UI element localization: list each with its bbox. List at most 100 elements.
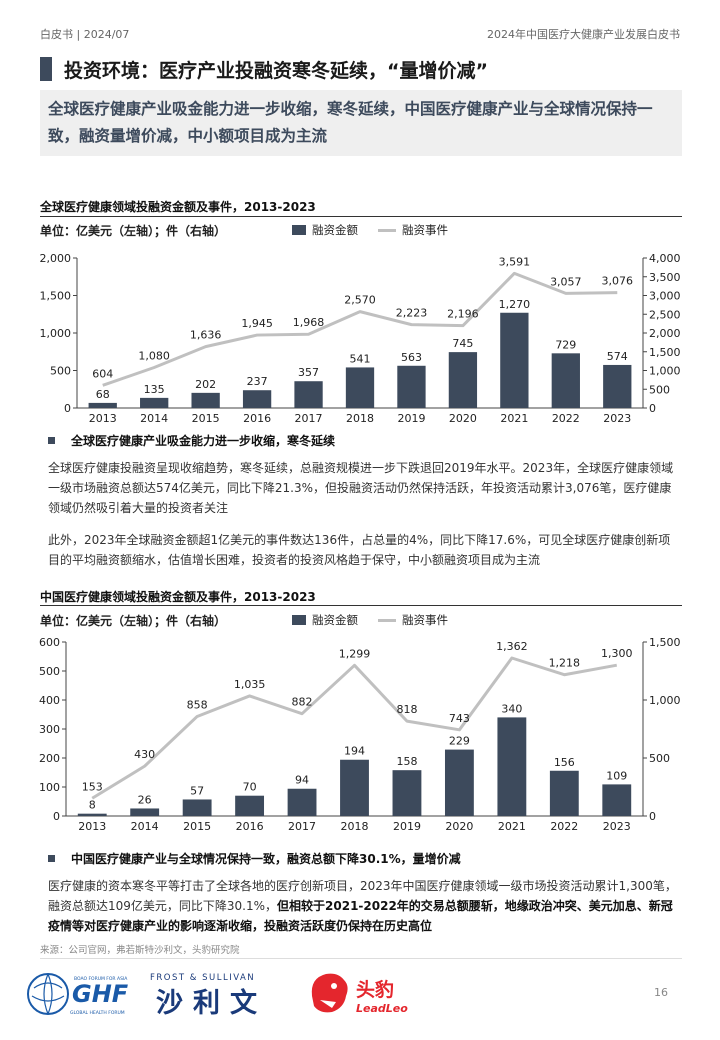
right-tick-label: 500	[649, 383, 670, 396]
x-tick-label: 2020	[445, 820, 473, 833]
x-tick-label: 2019	[397, 412, 425, 425]
right-tick-label: 3,500	[649, 271, 681, 284]
right-tick-label: 1,500	[649, 636, 681, 649]
x-tick-label: 2014	[140, 412, 168, 425]
header-left: 白皮书 | 2024/07	[40, 28, 130, 41]
line-value-label: 1,968	[293, 316, 325, 329]
right-tick-label: 1,000	[649, 365, 681, 378]
x-tick-label: 2019	[393, 820, 421, 833]
line-value-label: 430	[134, 748, 155, 761]
bar	[444, 749, 474, 816]
chart2-rule	[40, 605, 682, 606]
title-accent-bar	[40, 57, 52, 81]
bar-value-label: 70	[243, 781, 257, 794]
events-line	[102, 271, 618, 387]
line-value-label: 2,570	[344, 294, 376, 307]
frost-sullivan-logo: FROST & SULLIVAN 沙利文	[150, 973, 267, 1019]
section2-heading: 中国医疗健康产业与全球情况保持一致，融资总额下降30.1%，量增价减	[48, 850, 461, 867]
x-tick-label: 2020	[449, 412, 477, 425]
x-tick-label: 2023	[603, 820, 631, 833]
x-tick-label: 2022	[550, 820, 578, 833]
line-value-label: 3,591	[499, 255, 531, 268]
right-tick-label: 1,500	[649, 346, 681, 359]
legend-line-swatch	[378, 228, 396, 232]
line-value-label: 882	[292, 696, 313, 709]
line-value-label: 743	[449, 712, 470, 725]
x-tick-label: 2018	[341, 820, 369, 833]
events-line	[91, 656, 618, 800]
x-tick-label: 2015	[183, 820, 211, 833]
bar-value-label: 729	[555, 338, 576, 351]
right-tick-label: 2,000	[649, 327, 681, 340]
left-tick-label: 400	[39, 694, 60, 707]
line-value-label: 3,057	[550, 275, 582, 288]
x-tick-label: 2017	[288, 820, 316, 833]
section2-heading-text: 中国医疗健康产业与全球情况保持一致，融资总额下降30.1%，量增价减	[71, 852, 461, 866]
bar-value-label: 94	[295, 774, 309, 787]
line-value-label: 604	[92, 367, 113, 380]
bar-value-label: 68	[96, 388, 110, 401]
legend-line-swatch	[378, 618, 396, 622]
bar	[392, 770, 422, 816]
line-value-label: 858	[187, 698, 208, 711]
line-value-label: 153	[82, 780, 103, 793]
line-value-label: 1,636	[190, 329, 222, 342]
ll-logo-en: LeadLeo	[356, 1002, 408, 1015]
line-value-label: 1,035	[234, 678, 266, 691]
bar-value-label: 541	[350, 352, 371, 365]
right-tick-label: 0	[649, 810, 656, 823]
line-value-label: 1,945	[241, 317, 273, 330]
section2-para-normal: 医疗健康的资本寒冬平等打击了全球各地的医疗创新项目，2023年中国医疗健康领域一…	[48, 879, 677, 913]
line-value-label: 1,362	[496, 640, 528, 653]
section1-para1: 全球医疗健康投融资呈现收缩趋势，寒冬延续，总融资规模进一步下跌退回2019年水平…	[48, 461, 674, 515]
x-tick-label: 2016	[243, 412, 271, 425]
chart2-legend: 融资金额 融资事件	[292, 612, 448, 628]
right-tick-label: 0	[649, 402, 656, 415]
bar	[235, 795, 265, 816]
x-tick-label: 2021	[498, 820, 526, 833]
line-value-label: 1,080	[138, 350, 170, 363]
ghf-logo-small-bottom: GLOBAL HEALTH FORUM	[70, 1010, 125, 1016]
right-tick-label: 500	[649, 752, 670, 765]
bar-value-label: 156	[554, 756, 575, 769]
line-value-label: 2,223	[396, 307, 428, 320]
legend-bar-label: 融资金额	[312, 223, 358, 237]
line-value-label: 1,299	[339, 647, 371, 660]
right-tick-label: 4,000	[649, 252, 681, 265]
chart1-svg: 0 500 1,000 1,500 2,000 0 500 1,000 1,500 2,000 2,…	[40, 252, 681, 425]
header-right: 2024年中国医疗大健康产业发展白皮书	[487, 28, 680, 41]
bar-value-label: 340	[501, 702, 522, 715]
summary-text: 全球医疗健康产业吸金能力进一步收缩，寒冬延续，中国医疗健康产业与全球情况保持一致…	[48, 100, 653, 145]
bar-value-label: 229	[449, 735, 470, 748]
leadleo-logo: 头豹 LeadLeo	[311, 973, 408, 1015]
bar	[140, 397, 169, 408]
left-tick-label: 0	[64, 402, 71, 415]
line-value-label: 2,196	[447, 308, 479, 321]
section2-para-bold: 但相较于2021-2022年的交易总额腰斩，地缘政治冲突、美元加息、新冠疫情等对…	[48, 899, 673, 933]
summary-box: 全球医疗健康产业吸金能力进一步收缩，寒冬延续，中国医疗健康产业与全球情况保持一致…	[40, 90, 682, 156]
bar-value-label: 574	[607, 350, 628, 363]
right-tick-label: 2,500	[649, 308, 681, 321]
bar	[340, 759, 369, 816]
left-tick-label: 1,000	[40, 327, 72, 340]
x-tick-label: 2013	[89, 412, 117, 425]
line-value-label: 1,218	[549, 657, 581, 670]
bar-value-label: 1,270	[499, 298, 531, 311]
bar-value-label: 26	[138, 793, 152, 806]
fs-logo-cn: 沙利文	[156, 987, 267, 1019]
section1-heading-text: 全球医疗健康产业吸金能力进一步收缩，寒冬延续	[71, 434, 336, 448]
chart2-title: 中国医疗健康领域投融资金额及事件，2013-2023	[40, 590, 316, 604]
bar	[551, 353, 580, 408]
x-tick-label: 2023	[603, 412, 631, 425]
ghf-logo-text: GHF	[72, 980, 129, 1008]
legend-line-label: 融资事件	[402, 223, 448, 237]
left-tick-label: 300	[39, 723, 60, 736]
chart2-svg: 0 100 200 300 400 500 600 0 500 1,000 1,500 8 2013 26…	[39, 636, 681, 833]
section1-heading: 全球医疗健康产业吸金能力进一步收缩，寒冬延续	[48, 432, 335, 449]
bullet-square	[48, 855, 55, 862]
page-title: 投资环境：医疗产业投融资寒冬延续，“量增价减”	[64, 59, 488, 82]
bar	[130, 808, 160, 816]
footer-divider	[40, 958, 682, 959]
left-tick-label: 500	[50, 365, 71, 378]
bar	[77, 813, 107, 816]
